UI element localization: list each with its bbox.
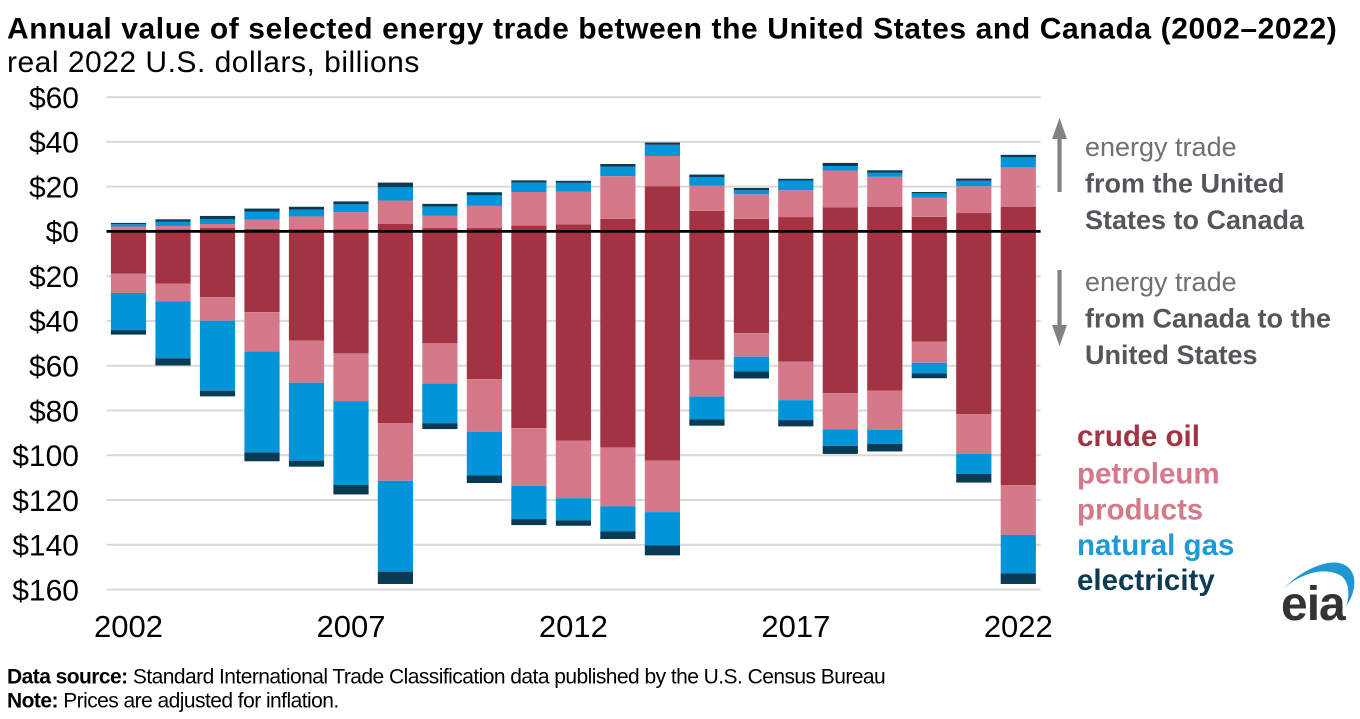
svg-text:natural gas: natural gas <box>1077 529 1234 562</box>
svg-text:2017: 2017 <box>761 609 830 644</box>
svg-text:2012: 2012 <box>539 609 608 644</box>
svg-text:$40: $40 <box>29 127 79 160</box>
svg-text:States to Canada: States to Canada <box>1085 205 1305 235</box>
svg-text:real 2022 U.S. dollars, billio: real 2022 U.S. dollars, billions <box>7 46 420 79</box>
svg-text:eia: eia <box>1281 578 1346 631</box>
svg-text:$80: $80 <box>29 395 79 428</box>
svg-text:$20: $20 <box>29 171 79 204</box>
svg-text:$0: $0 <box>46 216 79 249</box>
svg-text:Annual value of selected energ: Annual value of selected energy trade be… <box>7 13 1337 46</box>
svg-text:$140: $140 <box>12 530 79 563</box>
svg-text:2002: 2002 <box>94 609 163 644</box>
svg-text:United States: United States <box>1085 340 1258 370</box>
svg-text:products: products <box>1077 494 1203 527</box>
svg-text:petroleum: petroleum <box>1077 458 1220 491</box>
svg-text:energy trade: energy trade <box>1085 267 1237 297</box>
svg-text:$60: $60 <box>29 351 79 384</box>
svg-text:$40: $40 <box>29 306 79 339</box>
svg-text:from Canada to the: from Canada to the <box>1085 304 1331 334</box>
svg-text:Note: Prices are adjusted for: Note: Prices are adjusted for inflation. <box>7 690 339 713</box>
svg-text:2022: 2022 <box>984 609 1053 644</box>
svg-text:2007: 2007 <box>317 609 386 644</box>
svg-text:$120: $120 <box>12 485 79 518</box>
svg-text:crude oil: crude oil <box>1077 420 1200 453</box>
svg-text:from the United: from the United <box>1085 169 1285 199</box>
svg-text:Data source: Standard Internat: Data source: Standard International Trad… <box>7 666 885 689</box>
svg-text:electricity: electricity <box>1077 564 1215 597</box>
svg-text:$100: $100 <box>12 440 79 473</box>
svg-text:energy trade: energy trade <box>1085 132 1237 162</box>
svg-text:$160: $160 <box>12 574 79 607</box>
svg-text:$20: $20 <box>29 261 79 294</box>
svg-text:$60: $60 <box>29 82 79 115</box>
